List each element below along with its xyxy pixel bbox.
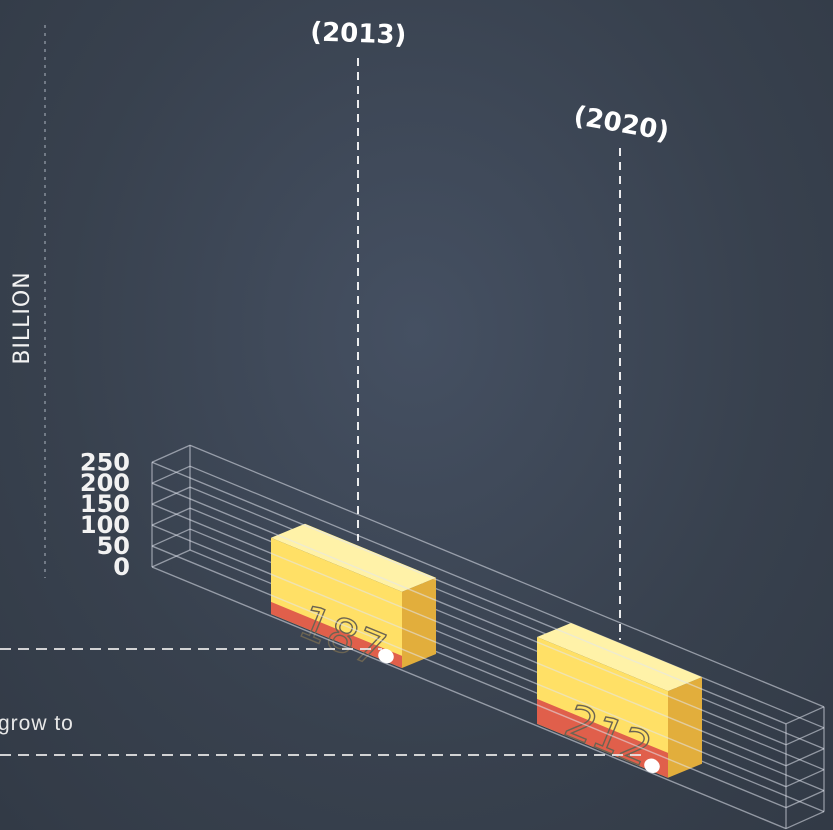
y-tick-label: 0 [113,553,130,581]
bar-dot-marker [378,648,394,664]
gridline-left-depth [151,465,191,484]
bar-1: 187 [271,523,436,678]
grid-front-lines [151,461,787,830]
gridline-front [151,503,787,767]
gridline-back [189,444,825,708]
gridline-left-depth [151,486,191,505]
gridline-back [189,465,825,729]
gridline-front [151,545,787,809]
gridline-front [151,482,787,746]
y-tick-label: 50 [97,532,130,560]
y-tick-label: 200 [80,469,130,497]
gridline-right-depth [785,769,825,788]
y-axis-title: BILLION [10,271,35,364]
gridline-right-depth [785,790,825,809]
gridline-left-depth [151,528,191,547]
y-tick-label: 100 [80,511,130,539]
y-tick-label: 150 [80,490,130,518]
bar-side-face [402,577,436,669]
gridline-front [151,524,787,788]
gridline-left-depth [151,444,191,463]
gridline-right-depth [785,706,825,725]
gridline-right-depth [785,727,825,746]
annotation-text: grow to [0,712,74,735]
gridline-front [151,566,787,830]
gridline-front [151,461,787,725]
gridline-left-depth [151,549,191,568]
grid-box [151,444,825,830]
annotation: grow to [0,648,648,756]
bar-side-face [668,677,702,778]
bar-dot-marker [644,758,660,774]
x-category-label: (2013) [310,17,407,50]
bar-top-face [537,623,702,692]
gridline-left-depth [151,507,191,526]
year-leaders: (2013) (2020) [310,17,671,640]
bar-base-segment [271,601,402,669]
gridline-right-depth [785,748,825,767]
x-category-label: (2020) [571,101,671,147]
y-tick-label: 250 [80,448,130,476]
gridline-right-depth [785,810,825,830]
bar-top-face [271,523,436,592]
